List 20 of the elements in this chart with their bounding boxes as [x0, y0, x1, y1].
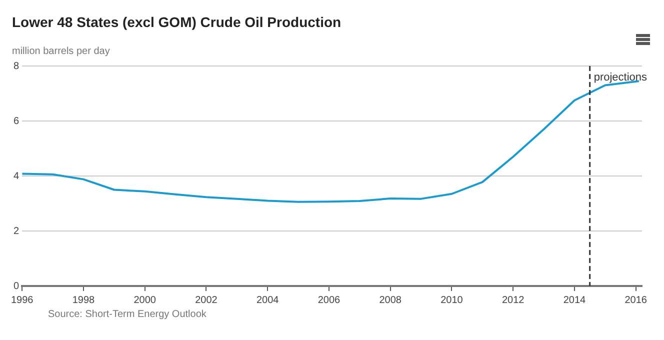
x-tick-label: 2000 [134, 294, 156, 306]
y-axis-title: million barrels per day [11, 46, 111, 57]
y-tick-label: 4 [14, 170, 20, 182]
y-tick-label: 6 [14, 116, 20, 127]
x-tick-label: 2002 [195, 294, 218, 306]
y-tick-label: 2 [14, 226, 20, 237]
x-tick-label: 2004 [256, 294, 280, 306]
x-tick-label: 1996 [11, 294, 34, 306]
chart-title: Lower 48 States (excl GOM) Crude Oil Production [11, 13, 342, 30]
x-tick-label: 2014 [563, 294, 586, 306]
y-tick-label: 0 [14, 280, 20, 292]
ref-line-label: projections [594, 72, 648, 84]
x-tick-label: 2010 [440, 294, 464, 306]
x-tick-label: 2016 [624, 294, 648, 306]
x-tick-label: 1998 [72, 294, 96, 306]
x-tick-label: 2012 [502, 294, 525, 306]
y-tick-label: 8 [14, 60, 20, 72]
source-note: Source: Short-Term Energy Outlook [47, 309, 208, 320]
x-tick-label: 2006 [318, 294, 341, 306]
x-tick-label: 2008 [379, 294, 402, 306]
